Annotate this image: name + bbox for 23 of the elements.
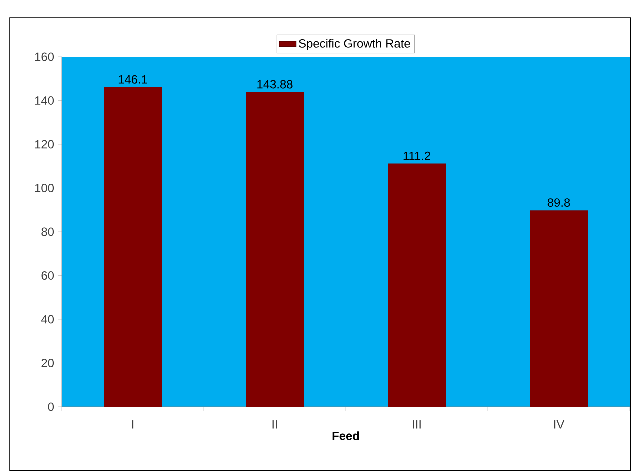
data-label: 146.1 (118, 75, 148, 84)
y-tick-label: 80 (42, 228, 54, 236)
bar (530, 210, 588, 407)
y-tick-label: 140 (35, 96, 54, 105)
y-tick-label: 100 (35, 184, 54, 192)
x-axis-title: Feed (332, 432, 360, 440)
y-tick-label: 0 (48, 402, 54, 412)
bar (104, 87, 162, 407)
y-tick-label: 120 (35, 140, 54, 149)
x-tick-label: I (132, 420, 134, 429)
bar (246, 92, 304, 407)
data-label: 111.2 (404, 152, 430, 160)
y-tick-label: 40 (41, 315, 54, 324)
y-tick-label: 20 (42, 359, 54, 368)
x-tick-label: IV (554, 420, 565, 429)
x-tick-label: III (413, 420, 421, 429)
x-tick-label: II (272, 420, 278, 429)
bar (388, 164, 446, 407)
y-tick-label: 160 (35, 52, 54, 62)
legend-label: Specific Growth Rate (299, 39, 410, 50)
data-label: 143.88 (258, 80, 293, 89)
data-label: 89.8 (548, 198, 570, 208)
y-tick-label: 60 (42, 272, 54, 280)
